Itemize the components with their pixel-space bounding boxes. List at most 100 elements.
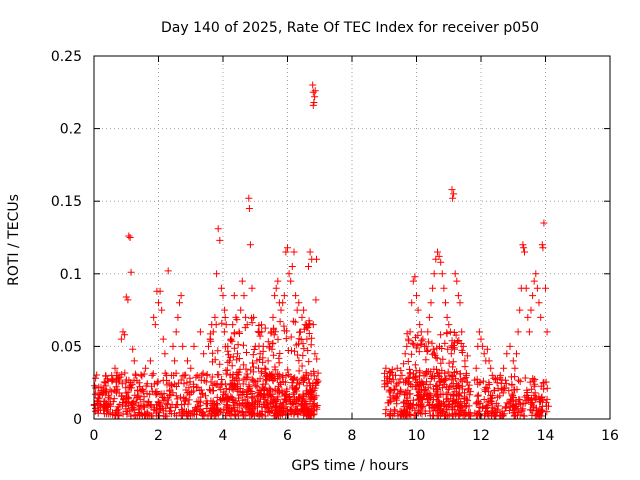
data-point [402,378,410,386]
data-point [163,400,171,408]
data-point [298,362,306,370]
data-point [234,412,242,420]
data-point [303,403,311,411]
data-point [466,391,474,399]
data-point [432,382,440,390]
data-point [249,351,257,359]
data-point [392,394,400,402]
data-point [461,357,469,365]
data-point [403,330,411,338]
data-point [242,403,250,411]
data-point [426,380,434,388]
data-point [139,388,147,396]
data-point [143,408,151,416]
data-point [166,407,173,415]
data-point [242,373,250,381]
data-point [432,255,440,263]
axis-ticks [93,55,611,420]
data-point [258,328,266,336]
data-point [513,350,520,358]
data-point [391,385,399,393]
data-point [264,357,272,365]
data-point [404,394,412,402]
data-point [215,371,223,379]
data-point [217,396,224,403]
data-point [111,364,119,372]
data-point [185,396,193,404]
data-point [477,335,485,343]
data-point [91,390,99,398]
data-point [387,378,395,386]
data-point [400,360,408,368]
data-point [403,407,411,415]
data-point [284,347,292,354]
data-point [427,299,435,307]
data-point [543,395,551,403]
data-point [532,270,540,278]
data-point [249,359,256,367]
data-point [167,381,175,389]
data-point [292,341,300,349]
data-point [113,389,121,397]
data-point [123,410,131,418]
data-point [448,403,456,411]
data-point [227,412,235,420]
data-point [463,378,471,386]
data-point [249,368,257,376]
data-point [535,299,543,307]
x-tick-label: 0 [90,428,99,444]
data-point [180,400,188,408]
data-point [178,411,186,419]
data-point [295,408,303,416]
data-point [235,394,242,402]
data-point [170,380,178,388]
data-point [229,321,237,329]
data-point [305,330,313,337]
data-point [193,411,200,419]
data-point [406,381,414,389]
data-point [179,342,187,350]
data-point [406,328,414,336]
data-point [253,357,261,365]
data-point [485,357,493,365]
data-point [437,258,445,266]
data-point [174,313,182,321]
data-point [103,388,110,396]
data-point [266,342,274,350]
data-point [149,412,157,420]
y-axis-label: ROTI / TECUs [6,194,22,286]
data-point [132,411,140,419]
data-point [101,379,109,387]
data-point [510,412,518,420]
data-point [441,339,449,347]
data-point [237,306,245,314]
data-point [274,277,282,285]
data-point [516,411,524,419]
data-point [287,373,295,381]
data-point [382,410,390,418]
data-point [276,350,284,357]
data-point [499,411,507,419]
data-point [230,329,238,337]
data-point [412,344,420,352]
data-point [289,317,297,325]
data-point [115,405,122,413]
data-point [500,364,508,372]
data-point [224,342,232,350]
data-point [130,357,138,365]
data-point [457,376,465,384]
data-point [457,403,464,411]
data-point [307,382,315,390]
data-point [295,367,303,375]
data-point [211,356,219,364]
data-point [283,387,291,395]
data-point [160,390,168,398]
data-point [452,395,460,403]
data-point [221,306,229,314]
data-point [303,335,311,343]
data-point [202,400,210,408]
data-point [253,383,261,391]
data-point [211,313,219,321]
data-point [443,329,451,337]
data-point [531,389,539,397]
